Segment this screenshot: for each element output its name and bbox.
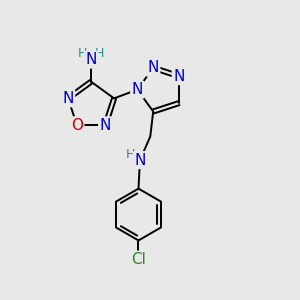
Text: H: H	[126, 148, 135, 161]
Text: N: N	[62, 91, 74, 106]
Text: H: H	[78, 46, 88, 60]
Text: N: N	[173, 69, 184, 84]
Text: Cl: Cl	[131, 252, 146, 267]
Text: O: O	[71, 118, 83, 133]
Text: N: N	[148, 60, 159, 75]
Text: N: N	[85, 52, 97, 67]
Text: N: N	[132, 82, 143, 97]
Text: H: H	[95, 46, 104, 60]
Text: N: N	[134, 153, 146, 168]
Text: N: N	[100, 118, 111, 133]
